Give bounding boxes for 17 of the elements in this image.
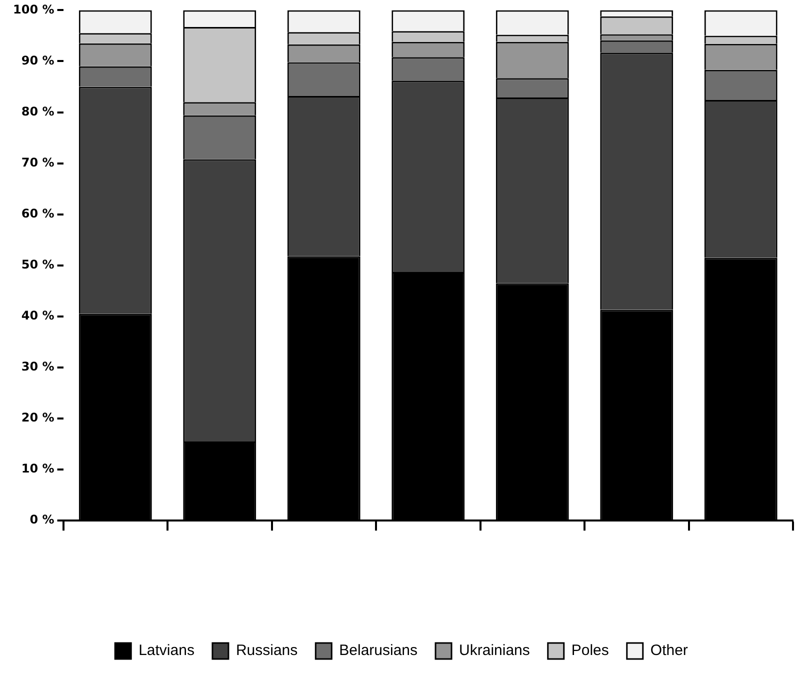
y-tick-label: 0 % [30,512,54,527]
y-tick-label: 40 % [21,308,54,323]
legend-label: Russians [236,642,298,660]
y-tick-label: 30 % [21,360,54,374]
legend-label: Poles [571,642,609,660]
y-tick-label: 90 % [21,53,54,68]
y-tick-label: 60 % [21,206,54,220]
y-tick-label: 10 % [21,462,54,476]
y-tick-label: 50 % [21,258,54,272]
legend-label: Latvians [138,642,194,660]
legend-label: Other [650,642,688,660]
legend-label: Ukrainians [459,642,530,660]
y-tick-label: 80 % [21,104,54,118]
y-tick-label: 70 % [21,155,54,170]
y-tick-label: 100 % [13,2,54,16]
y-tick-label: 20 % [21,410,54,425]
legend-label: Belarusians [339,642,418,660]
